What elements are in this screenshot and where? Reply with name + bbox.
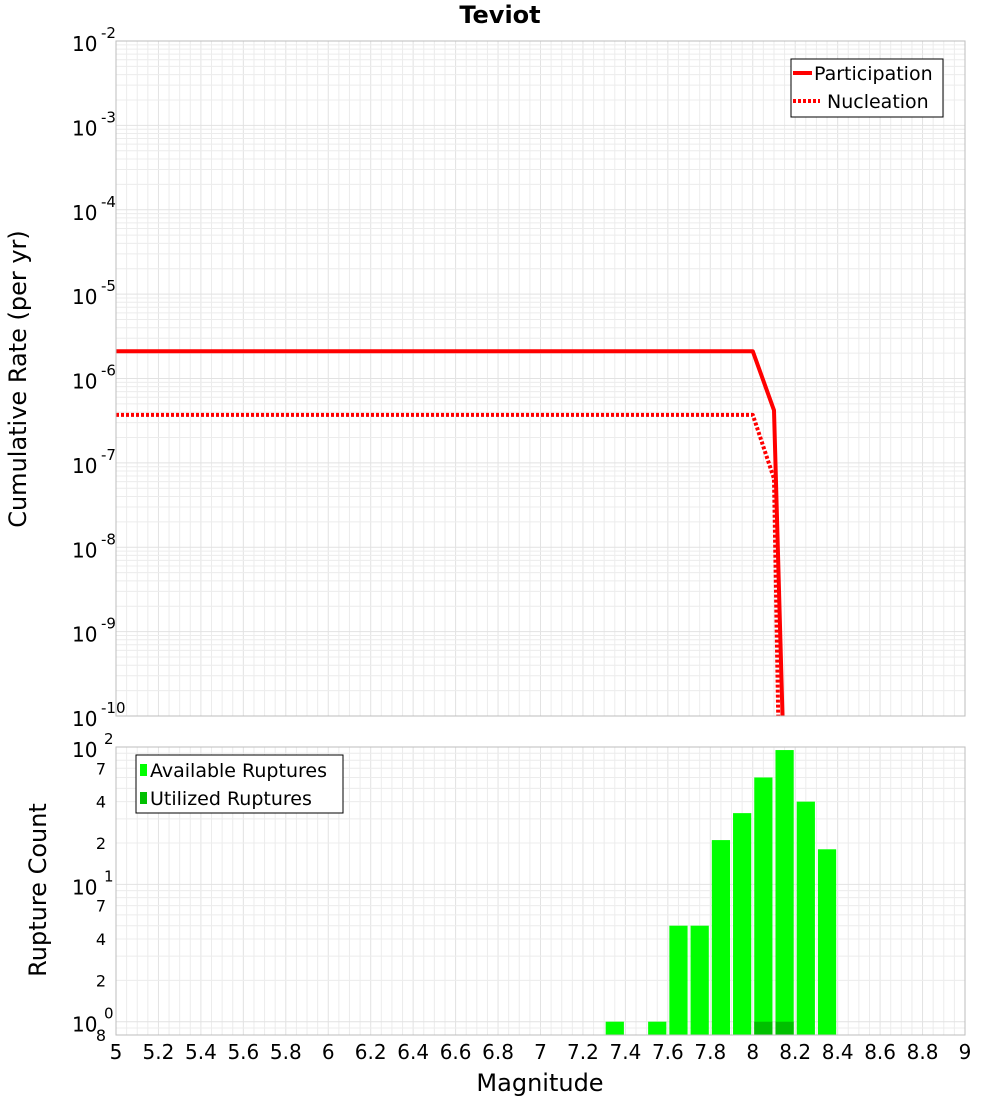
bottom-y-axis-label: Rupture Count [24,803,52,977]
y-tick-label: 7 [96,897,106,916]
legend-label-utilized: Utilized Ruptures [150,788,312,810]
bar-available [733,813,752,1035]
chart-title: Teviot [459,1,540,29]
y-tick-label: 10 [72,738,97,762]
y-tick-label: 7 [96,759,106,778]
bar-available [690,925,709,1035]
bar-available [775,750,794,1035]
legend-swatch-available [140,764,147,776]
x-tick-label: 8.2 [779,1040,811,1064]
y-tick-label: 4 [96,930,106,949]
y-tick-exponent: -7 [101,446,116,464]
y-tick-exponent: -4 [101,193,116,211]
y-tick-label: 10 [72,116,97,140]
x-tick-label: 5.8 [270,1040,302,1064]
bar-available [711,840,731,1035]
x-tick-label: 7.6 [652,1040,684,1064]
nucleation-line [116,412,781,717]
rate-lines [116,349,785,717]
bar-available [669,925,688,1035]
x-axis-label: Magnitude [476,1069,603,1097]
x-tick-label: 7 [534,1040,547,1064]
y-tick-label: 10 [72,875,97,899]
x-tick-label: 9 [959,1040,972,1064]
bar-utilized [754,1021,773,1035]
x-tick-label: 8.6 [864,1040,896,1064]
bar-available [796,801,815,1035]
y-tick-label: 10 [72,623,97,647]
y-tick-exponent: 1 [104,867,114,885]
y-tick-label: 10 [72,370,97,394]
x-tick-label: 5 [110,1040,123,1064]
top-grid [115,41,966,717]
y-tick-label: 10 [72,32,97,56]
y-tick-exponent: -6 [101,362,116,380]
x-tick-label: 8.4 [822,1040,854,1064]
y-tick-exponent: -5 [101,277,116,295]
bar-available [605,1021,624,1035]
x-tick-label: 6.8 [482,1040,514,1064]
y-tick-label: 10 [72,707,97,731]
x-tick-label: 7.2 [567,1040,599,1064]
legend-swatch-utilized [140,792,147,804]
x-ticks: 5 5.2 5.4 5.6 5.8 6 6.2 6.4 6.6 6.8 7 7.2 7.4 7.6 7.8 8… [110,1040,972,1064]
legend-label-available: Available Ruptures [150,760,327,782]
x-tick-label: 5.4 [185,1040,217,1064]
bottom-legend: Available Ruptures Utilized Ruptures [135,754,344,814]
bar-available [817,849,837,1035]
x-tick-label: 7.8 [694,1040,726,1064]
participation-line [116,349,785,717]
x-tick-label: 6.4 [397,1040,429,1064]
rupture-bars [605,750,837,1035]
top-plot-frame [115,40,966,717]
legend-label-nucleation: Nucleation [827,91,929,113]
y-tick-label: 2 [96,971,106,990]
y-tick-label: 8 [96,1026,106,1045]
bottom-plot-frame [115,746,966,1036]
y-tick-exponent: -10 [101,699,126,717]
y-tick-label: 10 [72,454,97,478]
legend-label-participation: Participation [814,63,933,85]
x-tick-label: 7.4 [609,1040,641,1064]
x-tick-label: 6.6 [440,1040,472,1064]
y-tick-exponent: 0 [104,1005,114,1023]
bar-available [648,1021,667,1035]
top-y-axis-label: Cumulative Rate (per yr) [4,230,32,528]
y-tick-exponent: -2 [101,24,116,42]
top-legend-box [790,58,944,118]
y-tick-label: 2 [96,834,106,853]
x-tick-label: 6.2 [355,1040,387,1064]
y-tick-exponent: 2 [104,730,114,748]
bar-available [754,777,773,1035]
y-tick-exponent: -9 [101,615,116,633]
x-tick-label: 5.2 [143,1040,175,1064]
y-tick-label: 10 [72,538,97,562]
top-legend: Participation Nucleation [790,58,944,118]
y-tick-label: 10 [72,201,97,225]
y-tick-exponent: -3 [101,108,116,126]
y-tick-label: 4 [96,793,106,812]
y-tick-label: 10 [72,1013,97,1037]
x-tick-label: 6 [322,1040,335,1064]
bar-utilized [775,1021,794,1035]
x-tick-label: 8 [746,1040,759,1064]
x-tick-label: 5.6 [227,1040,259,1064]
y-tick-exponent: -8 [101,530,116,548]
x-tick-label: 8.8 [907,1040,939,1064]
bottom-legend-box [135,754,344,814]
y-tick-label: 10 [72,285,97,309]
